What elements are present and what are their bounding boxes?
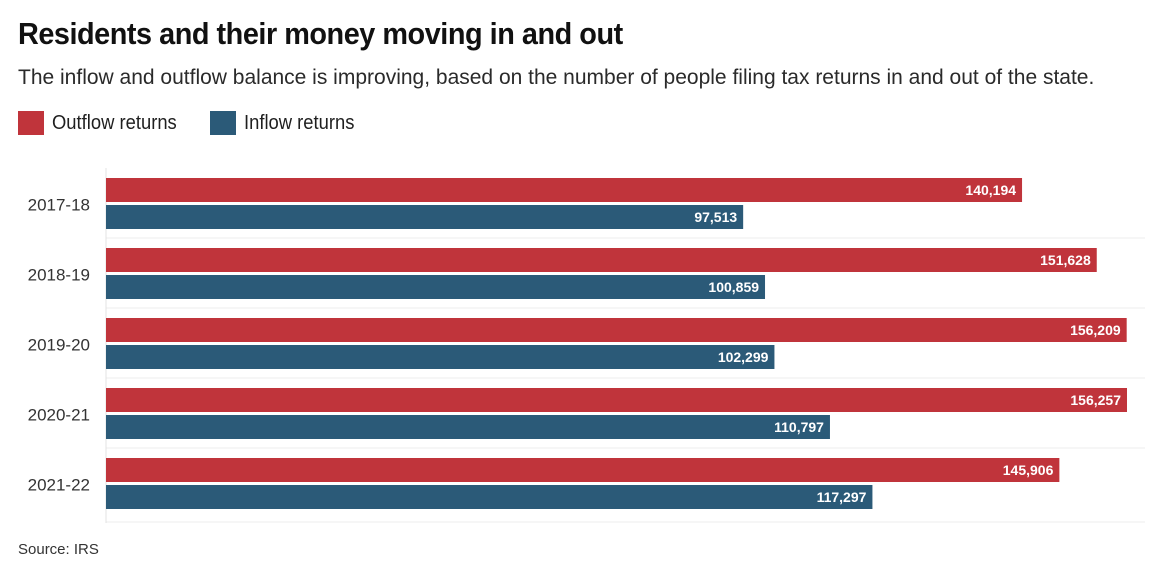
outflow-bar (106, 248, 1097, 272)
outflow-value-label: 156,209 (1070, 322, 1121, 338)
legend: Outflow returns Inflow returns (18, 110, 364, 136)
outflow-bar (106, 318, 1127, 342)
outflow-value-label: 151,628 (1040, 252, 1091, 268)
inflow-value-label: 100,859 (708, 279, 759, 295)
legend-item-inflow: Inflow returns (209, 111, 364, 135)
outflow-bar (106, 388, 1127, 412)
inflow-bar (106, 205, 744, 229)
legend-label-outflow: Outflow returns (52, 111, 177, 134)
inflow-value-label: 97,513 (694, 209, 737, 225)
legend-swatch-outflow (18, 111, 44, 135)
inflow-bar (106, 485, 873, 509)
inflow-value-label: 117,297 (817, 489, 867, 505)
inflow-bar (106, 275, 766, 299)
outflow-value-label: 156,257 (1070, 392, 1121, 408)
legend-label-inflow: Inflow returns (243, 111, 355, 134)
inflow-value-label: 110,797 (774, 419, 824, 435)
legend-item-outflow: Outflow returns (18, 111, 188, 135)
outflow-value-label: 145,906 (1003, 462, 1054, 478)
source-note: Source: IRS (18, 541, 99, 558)
category-label: 2021-22 (28, 476, 90, 495)
bar-chart: 2017-18 140,194 97,513 2018-19 151,628 100,85… (28, 168, 1145, 523)
category-label: 2020-21 (28, 406, 90, 425)
category-label: 2017-18 (28, 196, 90, 215)
outflow-bar (106, 178, 1023, 202)
category-label: 2018-19 (28, 266, 90, 285)
category-label: 2019-20 (28, 336, 90, 355)
chart-title: Residents and their money moving in and … (18, 16, 623, 51)
inflow-bar (106, 345, 775, 369)
chart-subtitle: The inflow and outflow balance is improv… (18, 66, 1095, 89)
outflow-bar (106, 458, 1060, 482)
outflow-value-label: 140,194 (965, 182, 1016, 198)
inflow-bar (106, 415, 830, 439)
legend-swatch-inflow (209, 111, 236, 135)
inflow-value-label: 102,299 (718, 349, 769, 365)
